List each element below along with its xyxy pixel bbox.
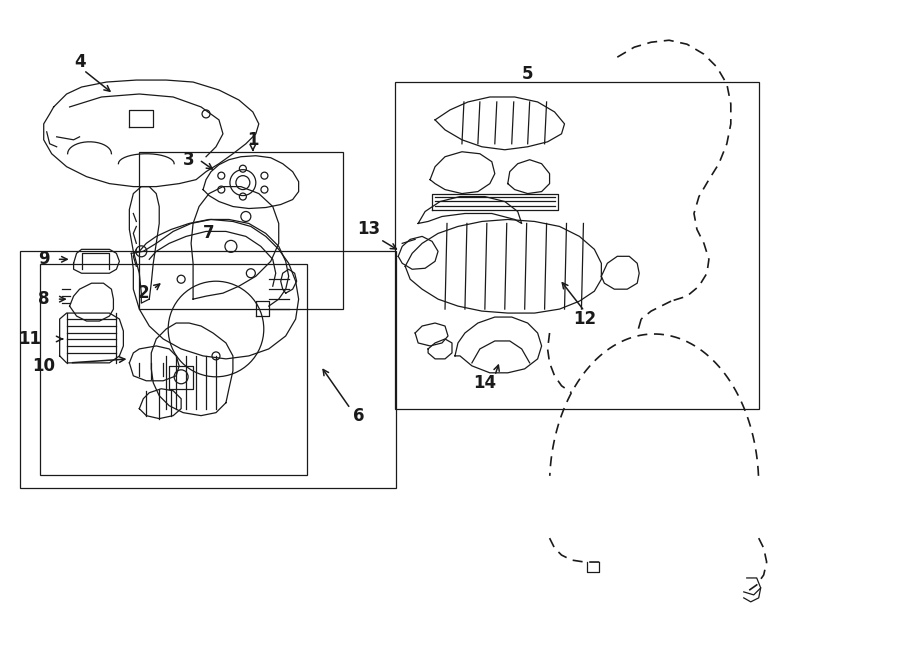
Text: 5: 5	[522, 65, 534, 83]
Text: 7: 7	[203, 225, 215, 243]
Bar	[140, 152, 344, 309]
Text: 11: 11	[18, 330, 41, 348]
Text: 12: 12	[573, 310, 596, 328]
Text: 4: 4	[74, 53, 86, 71]
Text: 2: 2	[138, 284, 149, 302]
Text: 10: 10	[32, 357, 55, 375]
Bar	[40, 264, 307, 475]
Text: 3: 3	[184, 151, 195, 169]
Bar	[395, 82, 759, 408]
Text: 1: 1	[248, 131, 258, 149]
Text: 13: 13	[356, 220, 380, 239]
Text: 8: 8	[38, 290, 50, 308]
Bar	[20, 251, 396, 488]
Text: 6: 6	[353, 407, 364, 424]
Text: 14: 14	[473, 373, 497, 392]
Text: 9: 9	[38, 251, 50, 268]
